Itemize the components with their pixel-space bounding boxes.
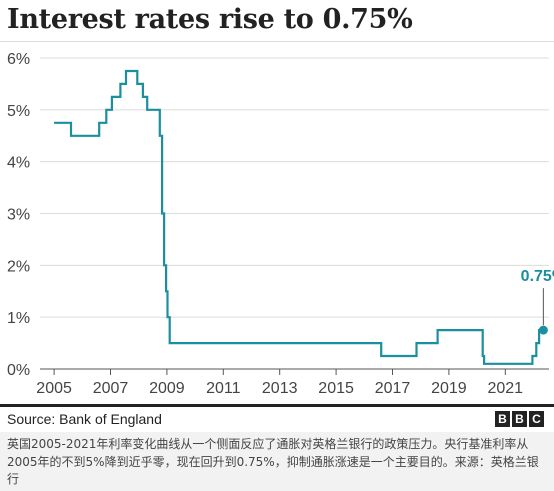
x-tick-label: 2013 [262,380,298,397]
gridlines [40,57,549,370]
latest-rate-marker [538,325,548,335]
x-tick-label: 2011 [206,380,241,397]
y-tick-label: 1% [7,310,30,327]
x-tick-label: 2021 [487,380,523,397]
y-tick-label: 6% [7,51,30,68]
annotation-layer: 0.75% [521,268,554,335]
y-tick-label: 2% [7,258,30,275]
x-tick-label: 2017 [375,380,411,397]
y-tick-label: 0% [7,362,30,379]
y-tick-label: 5% [7,103,30,120]
title-divider [0,41,554,42]
x-tick-label: 2009 [149,380,185,397]
latest-rate-label: 0.75% [521,268,554,285]
series-layer [54,69,544,365]
bbc-logo-letter: B [512,411,527,427]
x-tick-label: 2005 [36,380,72,397]
bbc-logo-letter: C [529,411,544,427]
rate-series-line [54,69,544,365]
source-note: Source: Bank of England [7,411,162,427]
y-tick-label: 4% [7,155,30,172]
footer-divider [0,404,554,407]
chart-title: Interest rates rise to 0.75% [7,4,413,35]
x-tick-label: 2019 [431,380,467,397]
y-tick-label: 3% [7,207,30,224]
bbc-logo: B B C [495,411,544,427]
x-tick-label: 2015 [318,380,354,397]
bbc-logo-letter: B [495,411,510,427]
y-axis-ticks: 0% 1% 2% 3% 4% 5% 6% [7,51,30,379]
x-axis-ticks: 2005 2007 2009 2011 2013 2015 2017 2019 2021 [36,369,523,397]
x-tick-label: 2007 [93,380,129,397]
image-caption: 英国2005-2021年利率变化曲线从一个侧面反应了通胀对英格兰银行的政策压力。… [0,432,554,491]
interest-rate-chart: 0%1%2%3%4%5%6% 2005 2007 2009 2011 2013 2015 2… [7,51,554,397]
